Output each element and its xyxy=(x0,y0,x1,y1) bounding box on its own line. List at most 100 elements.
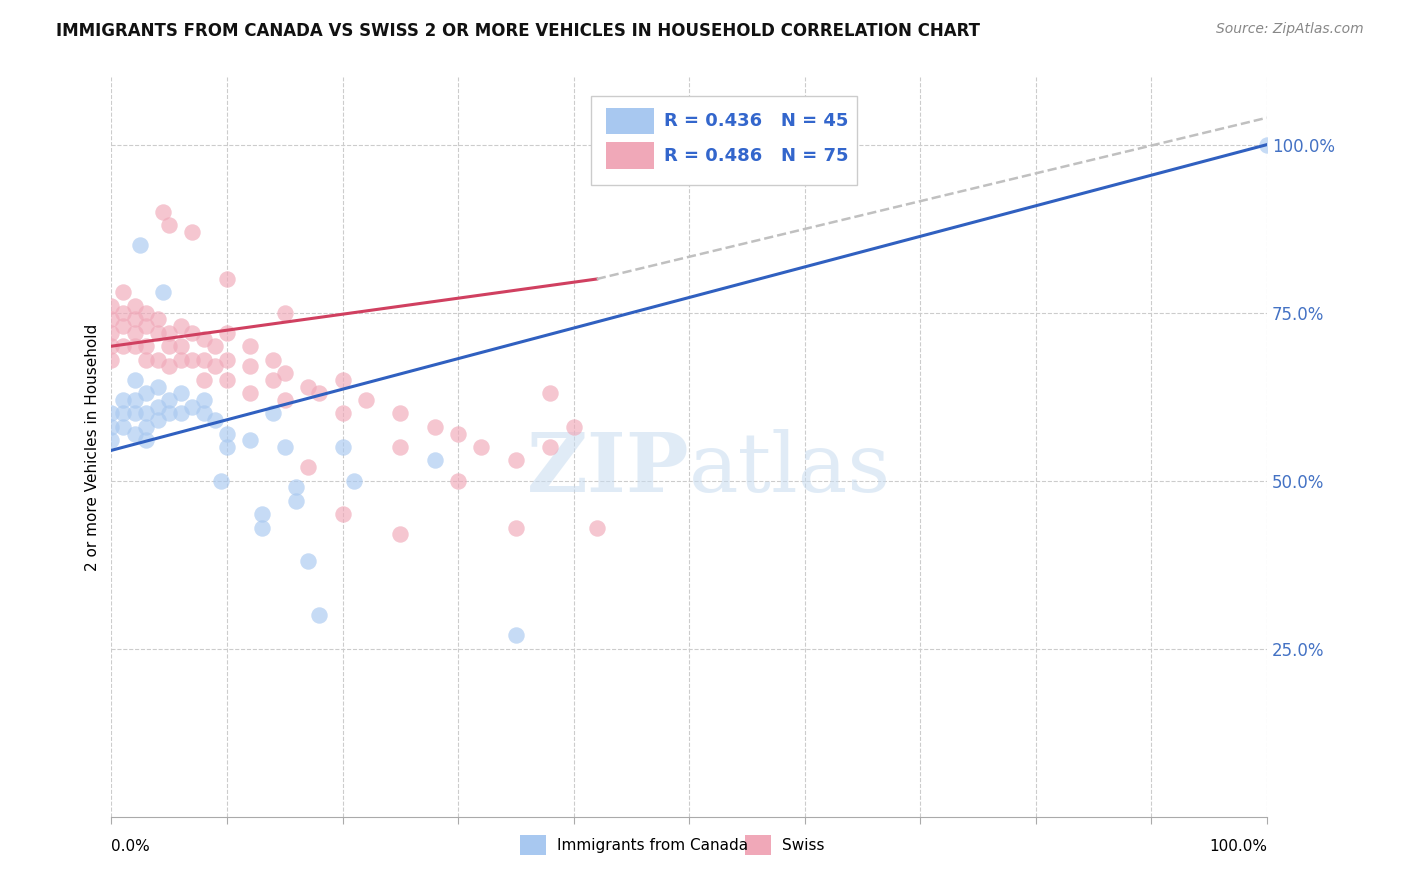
Point xyxy=(100,434,122,448)
Point xyxy=(505,628,527,642)
Point xyxy=(124,326,146,340)
Point xyxy=(111,339,134,353)
Point xyxy=(285,480,308,494)
Point xyxy=(332,406,354,420)
Point xyxy=(308,386,330,401)
Text: atlas: atlas xyxy=(689,429,891,509)
Point xyxy=(170,352,193,367)
Point xyxy=(100,352,122,367)
Point xyxy=(274,305,297,319)
Point xyxy=(262,373,284,387)
Point xyxy=(152,285,174,300)
Y-axis label: 2 or more Vehicles in Household: 2 or more Vehicles in Household xyxy=(86,324,100,571)
Point xyxy=(562,420,585,434)
Point xyxy=(209,474,232,488)
Point xyxy=(297,379,319,393)
Point xyxy=(181,400,204,414)
Point xyxy=(470,440,492,454)
Point xyxy=(157,359,180,374)
Point xyxy=(297,554,319,568)
Point xyxy=(135,339,157,353)
Point xyxy=(505,520,527,534)
Point xyxy=(181,352,204,367)
Point xyxy=(1256,137,1278,152)
Point xyxy=(129,238,152,252)
Point xyxy=(447,426,470,441)
Point xyxy=(146,326,169,340)
FancyBboxPatch shape xyxy=(606,108,654,135)
Text: ZIP: ZIP xyxy=(526,429,689,509)
Point xyxy=(204,339,226,353)
Point xyxy=(157,339,180,353)
Point xyxy=(343,474,366,488)
Point xyxy=(297,460,319,475)
Point xyxy=(262,406,284,420)
Point xyxy=(124,299,146,313)
Point xyxy=(146,352,169,367)
Point xyxy=(193,406,215,420)
Point xyxy=(100,406,122,420)
Point xyxy=(193,352,215,367)
Point xyxy=(262,352,284,367)
Point xyxy=(239,359,262,374)
Point xyxy=(239,386,262,401)
Point xyxy=(540,386,562,401)
Text: IMMIGRANTS FROM CANADA VS SWISS 2 OR MORE VEHICLES IN HOUSEHOLD CORRELATION CHAR: IMMIGRANTS FROM CANADA VS SWISS 2 OR MOR… xyxy=(56,22,980,40)
Point xyxy=(423,453,446,467)
Text: Swiss: Swiss xyxy=(782,838,824,853)
Point xyxy=(215,426,238,441)
Point xyxy=(215,440,238,454)
FancyBboxPatch shape xyxy=(591,96,856,185)
Point xyxy=(111,392,134,407)
Point xyxy=(308,607,330,622)
Point xyxy=(146,413,169,427)
Point xyxy=(181,326,204,340)
Point xyxy=(124,312,146,326)
Point xyxy=(124,426,146,441)
Point xyxy=(332,507,354,521)
Text: 100.0%: 100.0% xyxy=(1209,838,1267,854)
Point xyxy=(135,305,157,319)
Point xyxy=(135,386,157,401)
Point xyxy=(157,219,180,233)
Point xyxy=(124,406,146,420)
Point xyxy=(146,379,169,393)
Point xyxy=(193,373,215,387)
Point xyxy=(100,339,122,353)
Point xyxy=(389,406,412,420)
Point xyxy=(585,520,607,534)
Point xyxy=(170,319,193,334)
Text: R = 0.486   N = 75: R = 0.486 N = 75 xyxy=(664,147,848,165)
Point xyxy=(111,319,134,334)
Point xyxy=(135,319,157,334)
Point xyxy=(181,225,204,239)
Point xyxy=(111,305,134,319)
Point xyxy=(111,285,134,300)
Point xyxy=(146,400,169,414)
Text: 0.0%: 0.0% xyxy=(111,838,150,854)
Point xyxy=(135,434,157,448)
Point xyxy=(389,440,412,454)
Point xyxy=(274,366,297,380)
Point xyxy=(100,326,122,340)
Text: R = 0.436   N = 45: R = 0.436 N = 45 xyxy=(664,112,848,130)
Text: Immigrants from Canada: Immigrants from Canada xyxy=(557,838,748,853)
Point xyxy=(250,520,273,534)
Point xyxy=(423,420,446,434)
Point xyxy=(124,339,146,353)
Point xyxy=(274,392,297,407)
Point xyxy=(146,312,169,326)
Point xyxy=(505,453,527,467)
Point xyxy=(285,493,308,508)
Point xyxy=(354,392,377,407)
Point xyxy=(239,339,262,353)
Point xyxy=(332,373,354,387)
Point xyxy=(135,352,157,367)
Point xyxy=(215,326,238,340)
Point xyxy=(204,413,226,427)
Point xyxy=(250,507,273,521)
Point xyxy=(152,204,174,219)
Point xyxy=(157,392,180,407)
Point xyxy=(215,373,238,387)
Point xyxy=(100,312,122,326)
